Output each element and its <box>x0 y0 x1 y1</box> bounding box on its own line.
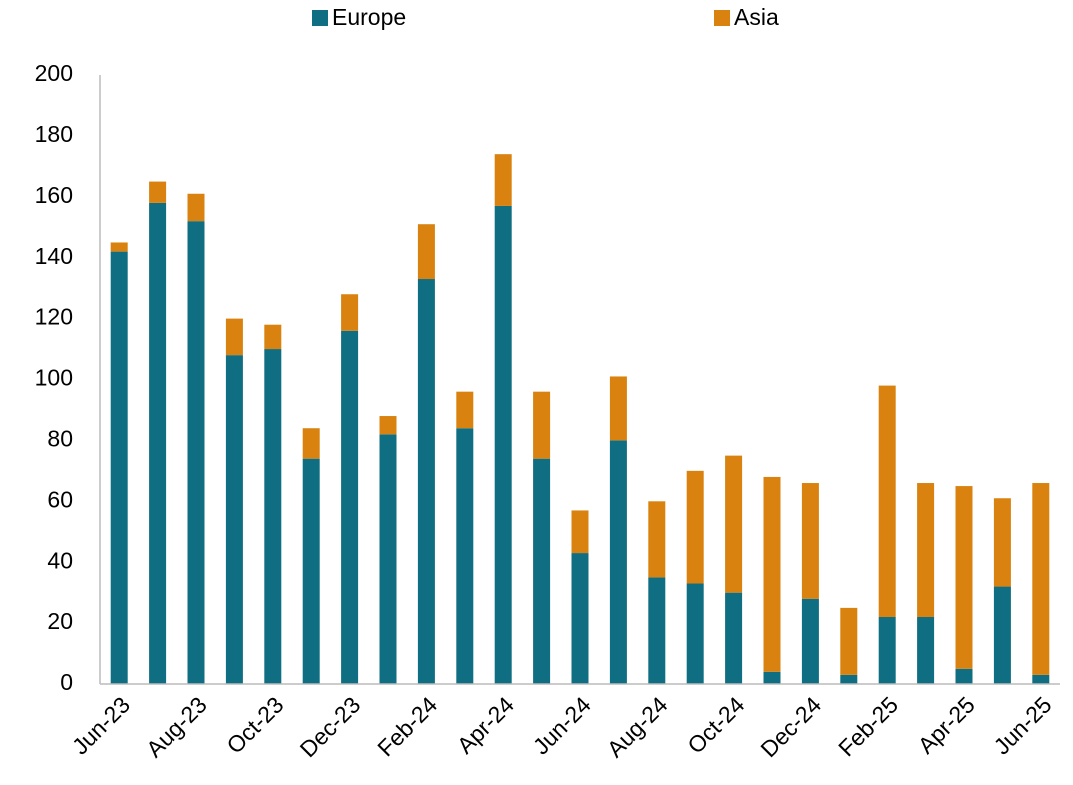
y-tick-label: 80 <box>47 425 73 451</box>
bar-segment <box>955 668 973 684</box>
bar-segment <box>110 251 128 685</box>
bar-segment <box>187 193 205 222</box>
x-tick-label: Jun-23 <box>67 691 135 759</box>
y-tick-label: 140 <box>35 243 73 269</box>
bar-segment <box>417 224 435 280</box>
bar-segment <box>302 458 320 684</box>
bar-segment <box>840 607 858 675</box>
y-tick-label: 160 <box>35 182 73 208</box>
bar-segment <box>379 416 397 435</box>
legend-label: Asia <box>734 4 779 30</box>
x-tick-label: Oct-24 <box>682 691 749 758</box>
bar-segment <box>763 476 781 672</box>
bar-segment <box>801 483 819 599</box>
bar-segment <box>456 391 474 429</box>
bar-segment <box>686 583 704 684</box>
x-tick-label: Aug-23 <box>141 691 212 762</box>
bar-segment <box>533 391 551 459</box>
bar-segment <box>341 294 359 331</box>
legend-swatch <box>312 10 328 26</box>
bar-segment <box>302 428 320 459</box>
y-tick-label: 60 <box>47 486 73 512</box>
bar-segment <box>801 598 819 684</box>
bar-segment <box>149 181 167 203</box>
bar-segment <box>149 202 167 684</box>
bar-segment <box>110 242 128 252</box>
x-tick-label: Jun-24 <box>528 691 596 759</box>
bar-segment <box>878 385 896 618</box>
bar-segment <box>1032 674 1050 684</box>
bar-segment <box>494 205 512 684</box>
y-tick-label: 100 <box>35 365 73 391</box>
bar-segment <box>725 592 743 684</box>
bar-segment <box>494 154 512 206</box>
bar-segment <box>456 428 474 684</box>
bar-segment <box>379 434 397 684</box>
y-tick-label: 120 <box>35 304 73 330</box>
x-tick-label: Oct-23 <box>221 691 288 758</box>
bar-segment <box>264 349 282 684</box>
x-tick-label: Jun-25 <box>989 691 1057 759</box>
bar-segment <box>686 470 704 584</box>
bar-segment <box>648 577 666 684</box>
bar-segment <box>187 221 205 684</box>
x-tick-label: Apr-25 <box>913 691 980 758</box>
legend-label: Europe <box>332 4 406 30</box>
bar-segment <box>341 330 359 684</box>
bar-segment <box>225 318 243 356</box>
y-tick-label: 40 <box>47 547 73 573</box>
bar-segment <box>264 324 282 350</box>
x-tick-label: Feb-24 <box>372 691 442 761</box>
bar-segment <box>417 279 435 684</box>
bar-segment <box>571 553 589 684</box>
bar-segment <box>840 674 858 684</box>
bar-segment <box>763 671 781 684</box>
bar-segment <box>609 440 627 684</box>
bar-segment <box>725 455 743 593</box>
y-tick-label: 180 <box>35 121 73 147</box>
bar-segment <box>878 617 896 684</box>
bar-segment <box>648 501 666 578</box>
bar-segment <box>993 586 1011 684</box>
x-tick-label: Aug-24 <box>602 691 673 762</box>
bar-segment <box>917 617 935 684</box>
y-tick-label: 200 <box>35 60 73 86</box>
bar-segment <box>571 510 589 554</box>
bar-segment <box>993 498 1011 587</box>
y-tick-label: 20 <box>47 608 73 634</box>
bar-segment <box>609 376 627 441</box>
bar-segment <box>533 458 551 684</box>
x-tick-label: Dec-24 <box>755 691 826 762</box>
x-tick-label: Dec-23 <box>295 691 366 762</box>
bar-segment <box>955 486 973 669</box>
legend-swatch <box>714 10 730 26</box>
y-tick-label: 0 <box>60 669 73 695</box>
bar-segment <box>1032 483 1050 675</box>
bar-segment <box>225 355 243 684</box>
x-tick-label: Apr-24 <box>452 691 519 758</box>
x-tick-label: Feb-25 <box>833 691 903 761</box>
bar-segment <box>917 483 935 618</box>
